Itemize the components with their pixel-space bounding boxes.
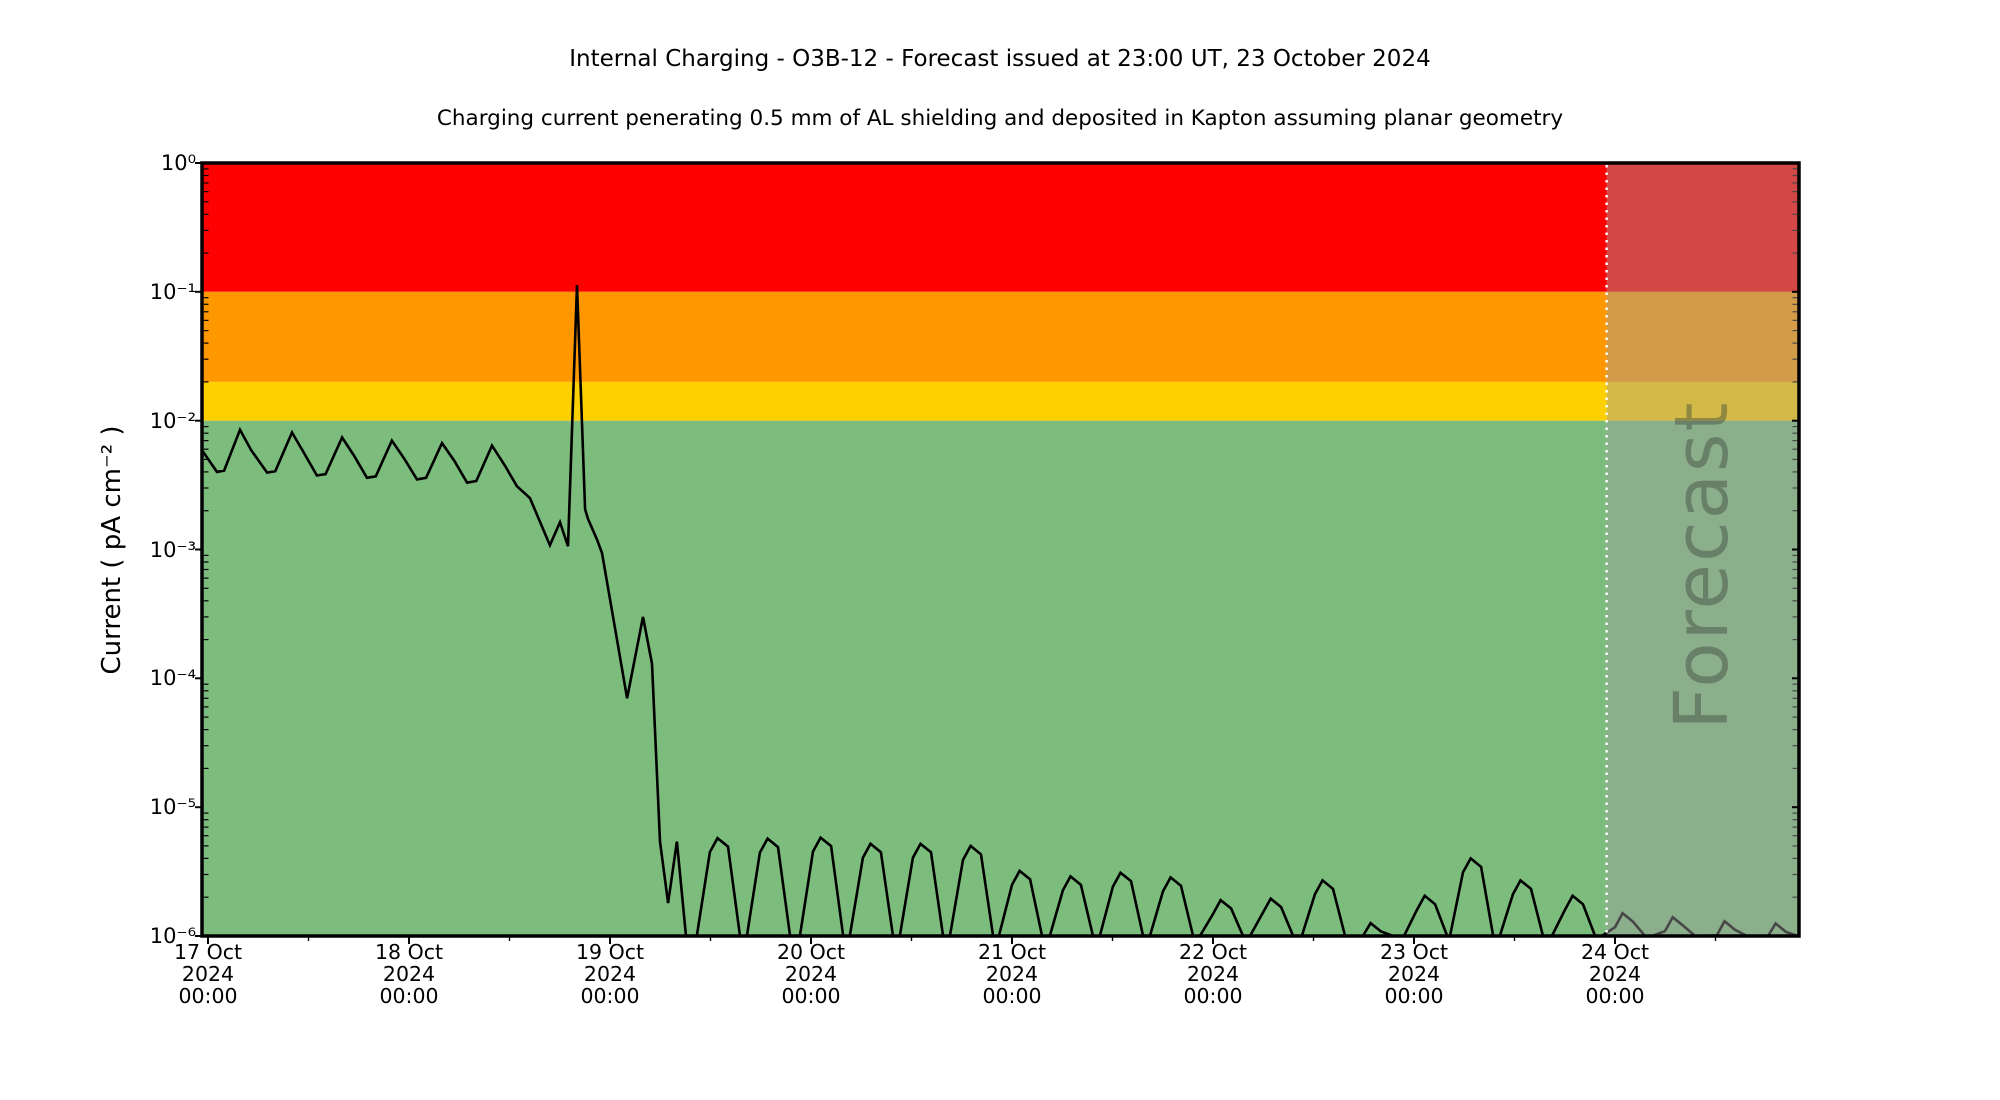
x-tick-label: 18 Oct 2024 00:00 [374, 940, 444, 1008]
forecast-watermark: Forecast [1659, 400, 1745, 730]
y-tick-label: 10⁻⁵ [149, 795, 196, 819]
y-tick-label: 10⁻¹ [149, 280, 196, 304]
y-tick-label: 10⁻⁶ [149, 924, 196, 948]
forecast-region-overlay [1606, 163, 1799, 936]
chart-subtitle: Charging current penerating 0.5 mm of AL… [436, 106, 1564, 131]
band-yellow-alert [202, 381, 1799, 421]
chart-title: Internal Charging - O3B-12 - Forecast is… [569, 46, 1431, 72]
band-green-safe [202, 420, 1799, 936]
band-orange-alert [202, 291, 1799, 382]
x-tick-label: 21 Oct 2024 00:00 [977, 940, 1047, 1008]
x-tick-label: 22 Oct 2024 00:00 [1178, 940, 1248, 1008]
x-tick-label: 19 Oct 2024 00:00 [575, 940, 645, 1008]
plot-border [200, 161, 1801, 938]
charging-current-line [202, 284, 1799, 936]
x-tick-label: 17 Oct 2024 00:00 [173, 940, 243, 1008]
threshold-bands [202, 163, 1799, 936]
y-tick-label: 10⁻⁴ [149, 666, 196, 690]
band-red-alert [202, 163, 1799, 292]
minor-ticks [203, 168, 1798, 941]
y-tick-label: 10⁰ [160, 151, 196, 175]
x-tick-label: 24 Oct 2024 00:00 [1580, 940, 1650, 1008]
y-tick-label: 10⁻³ [149, 538, 196, 562]
y-tick-label: 10⁻² [149, 409, 196, 433]
x-tick-label: 23 Oct 2024 00:00 [1379, 940, 1449, 1008]
x-tick-label: 20 Oct 2024 00:00 [776, 940, 846, 1008]
